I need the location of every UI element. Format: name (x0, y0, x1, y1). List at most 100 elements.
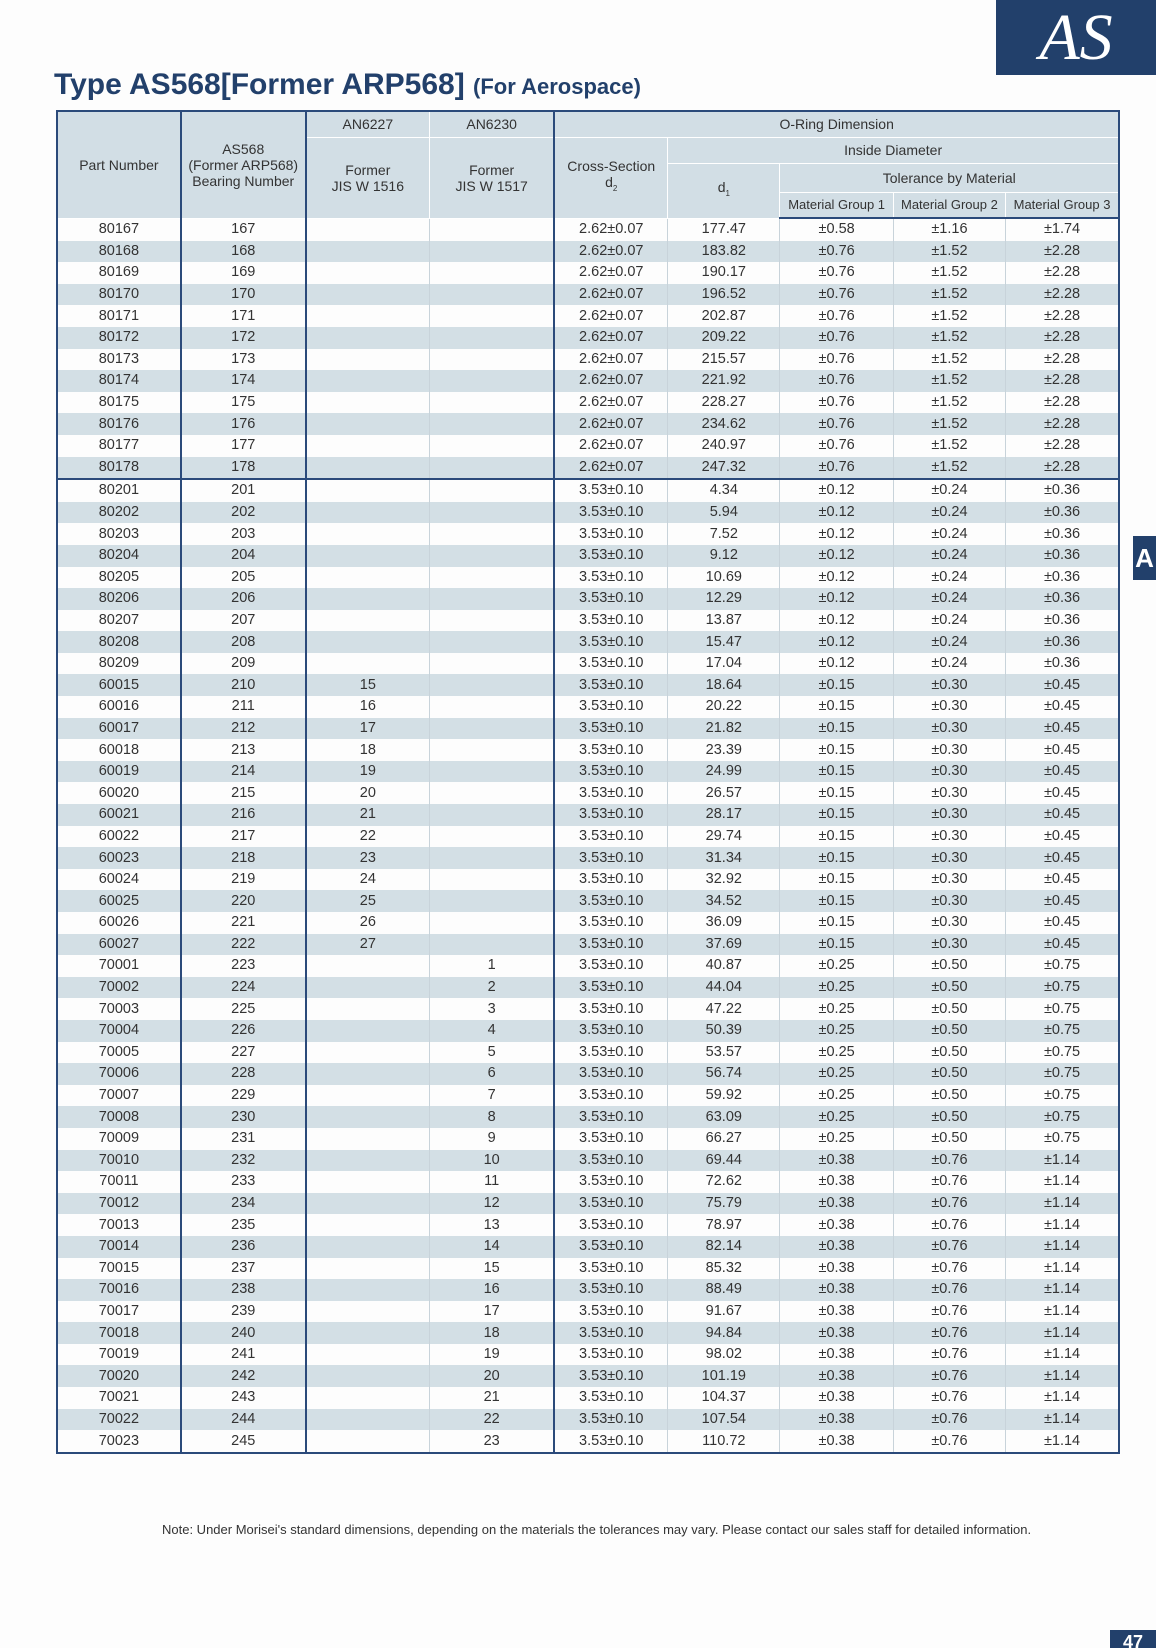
cell-as568-number: 234 (180, 1192, 307, 1215)
cell-inside-diameter: 107.54 (667, 1408, 780, 1431)
d1-symbol: d (717, 179, 726, 196)
cell-cross-section: 3.53±0.10 (553, 1106, 668, 1128)
cell-inside-diameter: 4.34 (667, 479, 780, 502)
cell-part-number: 70015 (56, 1257, 182, 1280)
cell-an6227-number: 24 (305, 868, 430, 891)
table-row: 70020 242 20 3.53±0.10 101.19 ±0.38 ±0.76 ±1.14 (56, 1365, 1119, 1388)
cell-tol-group1: ±0.12 (779, 479, 894, 502)
cell-cross-section: 3.53±0.10 (553, 1322, 668, 1344)
cell-inside-diameter: 24.99 (667, 760, 780, 783)
cell-cross-section: 3.53±0.10 (553, 1063, 668, 1085)
header-an6230: AN6230 (428, 110, 556, 138)
cell-inside-diameter: 36.09 (667, 912, 780, 934)
cell-tol-group1: ±0.38 (779, 1322, 894, 1344)
header-tolerance: Tolerance by Material (779, 162, 1120, 193)
cell-an6230-number: 7 (428, 1084, 556, 1107)
cell-cross-section: 3.53±0.10 (553, 1214, 668, 1236)
cell-tol-group3: ±0.45 (1005, 696, 1119, 718)
cell-an6227-number: 23 (305, 847, 430, 869)
cell-an6230-number (428, 479, 556, 502)
cell-an6230-number (428, 240, 556, 263)
cell-as568-number: 170 (180, 283, 307, 306)
cell-cross-section: 2.62±0.07 (553, 456, 668, 481)
cell-tol-group1: ±0.15 (779, 696, 894, 718)
cell-an6227-number (305, 305, 430, 327)
cell-tol-group3: ±2.28 (1005, 348, 1119, 371)
table-row: 80202 202 3.53±0.10 5.94 ±0.12 ±0.24 ±0.36 (56, 501, 1119, 524)
cell-cross-section: 3.53±0.10 (553, 868, 668, 891)
cell-tol-group2: ±0.76 (892, 1300, 1006, 1323)
cell-cross-section: 3.53±0.10 (553, 825, 668, 848)
cell-as568-number: 218 (180, 847, 307, 869)
cell-as568-number: 169 (180, 262, 307, 284)
cell-an6230-number: 17 (428, 1300, 556, 1323)
cell-an6227-number (305, 566, 430, 589)
cell-part-number: 60022 (56, 825, 182, 848)
cell-tol-group3: ±0.75 (1005, 1127, 1119, 1150)
cell-part-number: 80205 (56, 566, 182, 589)
cell-tol-group3: ±2.28 (1005, 240, 1119, 263)
cell-tol-group2: ±0.30 (892, 933, 1006, 956)
cell-tol-group2: ±0.76 (892, 1149, 1006, 1172)
cell-inside-diameter: 44.04 (667, 976, 780, 999)
cell-tol-group3: ±2.28 (1005, 326, 1119, 349)
cell-tol-group2: ±0.50 (892, 955, 1006, 977)
header-d1: d1 (667, 162, 781, 219)
cell-part-number: 60025 (56, 890, 182, 912)
table-row: 80207 207 3.53±0.10 13.87 ±0.12 ±0.24 ±0.36 (56, 609, 1119, 632)
cell-an6227-number (305, 1019, 430, 1042)
cell-tol-group2: ±1.52 (892, 456, 1006, 481)
table-row: 70013 235 13 3.53±0.10 78.97 ±0.38 ±0.76 ±1.14 (56, 1214, 1119, 1236)
cell-tol-group2: ±1.52 (892, 391, 1006, 414)
cell-tol-group2: ±0.76 (892, 1408, 1006, 1431)
cell-an6230-number: 11 (428, 1171, 556, 1193)
cell-tol-group1: ±0.38 (779, 1235, 894, 1258)
cell-inside-diameter: 72.62 (667, 1171, 780, 1193)
table-row: 80170 170 2.62±0.07 196.52 ±0.76 ±1.52 ±2.28 (56, 283, 1119, 306)
cell-tol-group3: ±0.75 (1005, 1041, 1119, 1064)
cell-tol-group3: ±1.14 (1005, 1279, 1119, 1301)
cell-an6227-number (305, 523, 430, 545)
cell-tol-group1: ±0.25 (779, 998, 894, 1020)
cell-tol-group3: ±0.45 (1005, 825, 1119, 848)
cell-cross-section: 3.53±0.10 (553, 1257, 668, 1280)
cell-an6230-number (428, 566, 556, 589)
table-row: 70014 236 14 3.53±0.10 82.14 ±0.38 ±0.76 ±1.14 (56, 1235, 1119, 1258)
cell-tol-group1: ±0.25 (779, 1106, 894, 1128)
cell-tol-group2: ±1.52 (892, 305, 1006, 327)
cell-an6230-number (428, 782, 556, 805)
cell-tol-group2: ±0.30 (892, 782, 1006, 805)
cell-tol-group1: ±0.38 (779, 1430, 894, 1453)
cell-as568-number: 175 (180, 391, 307, 414)
cell-tol-group1: ±0.76 (779, 434, 894, 457)
cell-cross-section: 3.53±0.10 (553, 933, 668, 956)
cell-tol-group1: ±0.76 (779, 262, 894, 284)
cell-as568-number: 222 (180, 933, 307, 956)
cell-an6227-number: 25 (305, 890, 430, 912)
cell-tol-group2: ±0.30 (892, 717, 1006, 740)
cell-tol-group3: ±1.14 (1005, 1343, 1119, 1366)
cell-cross-section: 3.53±0.10 (553, 1343, 668, 1366)
cell-tol-group3: ±0.45 (1005, 847, 1119, 869)
cell-tol-group1: ±0.38 (779, 1214, 894, 1236)
cell-an6230-number: 14 (428, 1235, 556, 1258)
cell-tol-group3: ±0.36 (1005, 588, 1119, 610)
cell-as568-number: 212 (180, 717, 307, 740)
cell-tol-group3: ±1.74 (1005, 218, 1119, 241)
cell-tol-group3: ±0.45 (1005, 912, 1119, 934)
header-line: JIS W 1516 (331, 177, 405, 194)
cell-tol-group2: ±0.30 (892, 825, 1006, 848)
cell-cross-section: 3.53±0.10 (553, 847, 668, 869)
cell-cross-section: 3.53±0.10 (553, 1041, 668, 1064)
cell-tol-group1: ±0.76 (779, 348, 894, 371)
cell-an6230-number (428, 523, 556, 545)
cell-an6230-number (428, 912, 556, 934)
cell-tol-group3: ±0.75 (1005, 976, 1119, 999)
cell-an6227-number (305, 1041, 430, 1064)
cell-tol-group2: ±1.52 (892, 413, 1006, 435)
cell-as568-number: 207 (180, 609, 307, 632)
cell-cross-section: 3.53±0.10 (553, 1408, 668, 1431)
cell-cross-section: 3.53±0.10 (553, 1019, 668, 1042)
cell-cross-section: 3.53±0.10 (553, 1365, 668, 1388)
cell-cross-section: 3.53±0.10 (553, 1127, 668, 1150)
